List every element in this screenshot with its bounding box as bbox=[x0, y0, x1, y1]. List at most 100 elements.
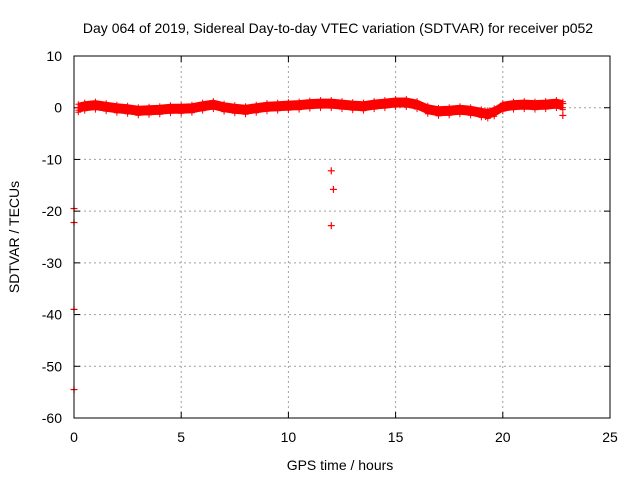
y-tick-label: -30 bbox=[42, 255, 62, 271]
data-point bbox=[135, 104, 142, 111]
data-point bbox=[156, 103, 163, 110]
data-point bbox=[103, 100, 110, 107]
data-point bbox=[456, 103, 463, 110]
y-tick-label: -60 bbox=[42, 410, 62, 426]
data-point bbox=[221, 108, 228, 115]
data-point bbox=[231, 102, 238, 109]
data-point bbox=[339, 106, 345, 113]
data-band bbox=[75, 96, 566, 122]
data-point bbox=[542, 106, 549, 113]
data-point bbox=[103, 108, 110, 115]
data-point bbox=[392, 104, 399, 111]
data-point bbox=[274, 99, 281, 106]
data-point bbox=[167, 102, 174, 109]
data-point bbox=[178, 110, 185, 117]
data-point bbox=[156, 111, 163, 118]
data-point bbox=[467, 104, 474, 111]
data-point bbox=[210, 98, 217, 105]
x-tick-label: 10 bbox=[281, 429, 297, 445]
data-point bbox=[242, 111, 249, 118]
data-point bbox=[559, 106, 566, 113]
data-point bbox=[456, 111, 463, 118]
data-point bbox=[167, 110, 174, 117]
y-tick-label: -40 bbox=[42, 307, 62, 323]
data-point bbox=[403, 96, 410, 103]
data-point bbox=[124, 102, 131, 109]
x-axis-label: GPS time / hours bbox=[287, 457, 394, 473]
outlier-point bbox=[327, 222, 335, 230]
outlier-point bbox=[329, 185, 337, 193]
data-point bbox=[521, 98, 528, 105]
data-point bbox=[499, 108, 506, 115]
plot-frame bbox=[73, 55, 611, 419]
data-point bbox=[306, 97, 313, 104]
chart-title: Day 064 of 2019, Sidereal Day-to-day VTE… bbox=[83, 20, 593, 36]
data-point bbox=[510, 98, 517, 105]
data-point bbox=[360, 107, 367, 114]
data-point bbox=[81, 99, 88, 106]
outlier-point bbox=[482, 113, 490, 121]
data-point bbox=[491, 105, 498, 112]
data-point bbox=[317, 105, 324, 112]
data-point bbox=[188, 109, 195, 116]
data-point bbox=[403, 104, 410, 111]
data-point bbox=[242, 103, 249, 110]
data-points bbox=[70, 100, 567, 394]
data-point bbox=[328, 105, 335, 112]
x-tick-label: 25 bbox=[602, 429, 618, 445]
data-point bbox=[499, 100, 506, 107]
data-point bbox=[553, 97, 560, 104]
data-point bbox=[113, 109, 120, 116]
data-point bbox=[424, 102, 431, 109]
data-point bbox=[467, 112, 474, 119]
data-point bbox=[306, 105, 313, 112]
data-point bbox=[92, 98, 99, 105]
data-point bbox=[392, 96, 399, 103]
y-tick-label: -10 bbox=[42, 151, 62, 167]
data-point bbox=[178, 102, 185, 109]
y-tick-label: 10 bbox=[46, 48, 62, 64]
data-point bbox=[446, 112, 453, 119]
x-tick-label: 0 bbox=[70, 429, 78, 445]
data-point bbox=[371, 106, 378, 113]
x-tick-label: 15 bbox=[388, 429, 404, 445]
data-point bbox=[124, 110, 131, 117]
y-tick-label: -20 bbox=[42, 203, 62, 219]
data-point bbox=[253, 101, 260, 108]
data-point bbox=[510, 106, 517, 113]
y-tick-label: 0 bbox=[54, 100, 62, 116]
data-point bbox=[424, 110, 431, 117]
data-point bbox=[146, 111, 153, 118]
data-point bbox=[199, 99, 206, 106]
data-point bbox=[349, 107, 356, 114]
data-point bbox=[188, 101, 195, 108]
data-point bbox=[360, 99, 367, 106]
data-point bbox=[274, 107, 281, 114]
data-point bbox=[414, 106, 421, 113]
data-point bbox=[414, 98, 421, 105]
data-point bbox=[263, 108, 270, 115]
data-point bbox=[371, 98, 378, 105]
data-point bbox=[328, 97, 335, 104]
data-point bbox=[553, 105, 560, 112]
data-point bbox=[285, 99, 292, 106]
data-point bbox=[478, 106, 485, 113]
data-point bbox=[199, 107, 206, 114]
outlier-point bbox=[327, 167, 335, 175]
x-tick-label: 20 bbox=[495, 429, 511, 445]
data-point bbox=[92, 106, 99, 113]
data-point bbox=[381, 105, 388, 112]
y-axis-label: SDTVAR / TECUs bbox=[6, 181, 22, 293]
data-point bbox=[231, 110, 238, 117]
x-tick-label: 5 bbox=[177, 429, 185, 445]
data-point bbox=[221, 100, 228, 107]
data-point bbox=[317, 97, 324, 104]
data-point bbox=[210, 106, 217, 113]
data-point bbox=[253, 109, 260, 116]
data-point bbox=[531, 98, 538, 105]
data-point bbox=[285, 107, 292, 114]
data-point bbox=[491, 113, 498, 120]
data-point bbox=[381, 97, 388, 104]
data-point bbox=[113, 101, 120, 108]
